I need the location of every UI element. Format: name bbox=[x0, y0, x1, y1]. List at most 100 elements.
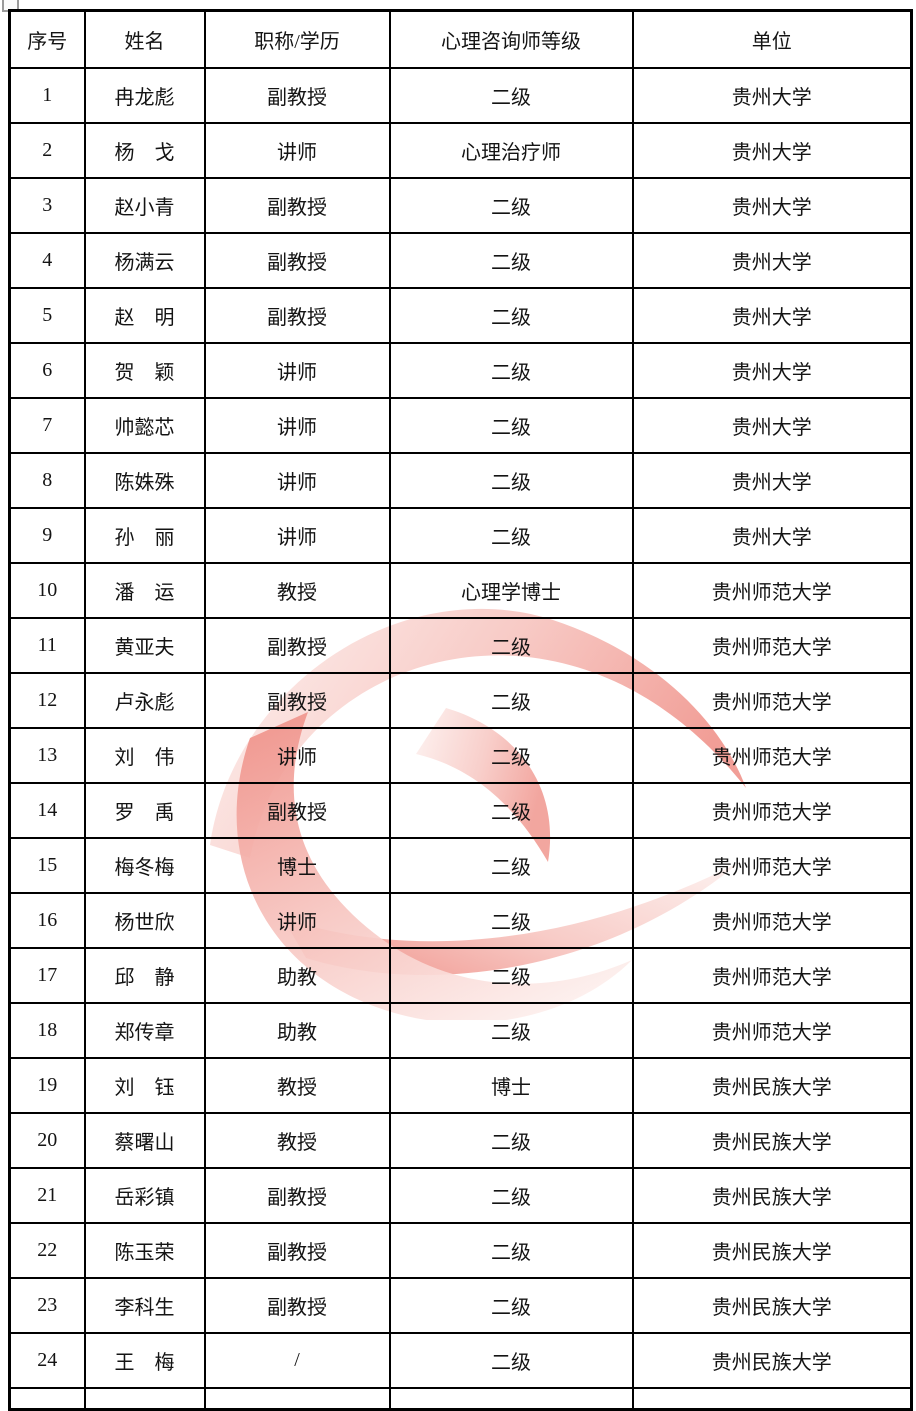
table-cell: 22 bbox=[8, 1221, 86, 1279]
column-header: 姓名 bbox=[83, 9, 206, 69]
table-cell: 陈姝殊 bbox=[83, 451, 206, 509]
table-cell: 刘 伟 bbox=[83, 726, 206, 784]
table-cell: 刘 钰 bbox=[83, 1056, 206, 1114]
table-row: 4 杨满云 副教授 二级 贵州大学 bbox=[8, 231, 913, 289]
table-cell: 讲师 bbox=[203, 451, 391, 509]
table-cell: 陈玉荣 bbox=[83, 1221, 206, 1279]
table-cell: 11 bbox=[8, 616, 86, 674]
table-row: 23 李科生 副教授 二级 贵州民族大学 bbox=[8, 1276, 913, 1334]
table-cell: 贵州师范大学 bbox=[631, 726, 913, 784]
table-cell: 郑传章 bbox=[83, 1001, 206, 1059]
table-cell: 副教授 bbox=[203, 616, 391, 674]
table-cell: 贵州大学 bbox=[631, 396, 913, 454]
table-cell: 19 bbox=[8, 1056, 86, 1114]
table-cell: 贵州民族大学 bbox=[631, 1056, 913, 1114]
table-row: 20 蔡曙山 教授 二级 贵州民族大学 bbox=[8, 1111, 913, 1169]
table-cell: 教授 bbox=[203, 1056, 391, 1114]
table-cell: 讲师 bbox=[203, 341, 391, 399]
table-row: 19 刘 钰教授 博士 贵州民族大学 bbox=[8, 1056, 913, 1114]
table-cell: 杨满云 bbox=[83, 231, 206, 289]
table-cell: 18 bbox=[8, 1001, 86, 1059]
table-row: 14 罗 禹副教授 二级 贵州师范大学 bbox=[8, 781, 913, 839]
table-cell: 二级 bbox=[388, 396, 634, 454]
roster-table: 序号 姓名 职称/学历 心理咨询师等级 单位 1 冉龙彪 副教授 二级 贵州大学 2 杨 戈讲师 心理… bbox=[8, 9, 913, 1411]
table-cell: 二级 bbox=[388, 1221, 634, 1279]
table-cell bbox=[631, 1386, 913, 1411]
column-header: 序号 bbox=[8, 9, 86, 69]
table-cell: / bbox=[203, 1331, 391, 1389]
table-row: 21 岳彩镇 副教授 二级 贵州民族大学 bbox=[8, 1166, 913, 1224]
table-cell: 贵州师范大学 bbox=[631, 616, 913, 674]
table-cell: 孙 丽 bbox=[83, 506, 206, 564]
table-cell: 二级 bbox=[388, 286, 634, 344]
table-cell: 讲师 bbox=[203, 891, 391, 949]
table-cell: 10 bbox=[8, 561, 86, 619]
table-cell: 贵州大学 bbox=[631, 451, 913, 509]
table-cell: 副教授 bbox=[203, 671, 391, 729]
table-cell: 贵州师范大学 bbox=[631, 671, 913, 729]
table-cell: 杨世欣 bbox=[83, 891, 206, 949]
table-cell: 14 bbox=[8, 781, 86, 839]
table-cell: 20 bbox=[8, 1111, 86, 1169]
table-row: 22 陈玉荣 副教授 二级 贵州民族大学 bbox=[8, 1221, 913, 1279]
table-cell: 黄亚夫 bbox=[83, 616, 206, 674]
table-cell: 讲师 bbox=[203, 726, 391, 784]
table-row: 24 王 梅 / 二级 贵州民族大学 bbox=[8, 1331, 913, 1389]
table-cell bbox=[203, 1386, 391, 1411]
table-cell: 副教授 bbox=[203, 286, 391, 344]
table-cell: 心理治疗师 bbox=[388, 121, 634, 179]
table-cell: 二级 bbox=[388, 1331, 634, 1389]
table-cell: 6 bbox=[8, 341, 86, 399]
table-cell bbox=[388, 1386, 634, 1411]
table-cell: 13 bbox=[8, 726, 86, 784]
header-row: 序号 姓名 职称/学历 心理咨询师等级 单位 bbox=[8, 9, 913, 69]
table-row: 1 冉龙彪 副教授 二级 贵州大学 bbox=[8, 66, 913, 124]
table-cell: 二级 bbox=[388, 66, 634, 124]
table-cell: 贵州大学 bbox=[631, 506, 913, 564]
table-cell: 二级 bbox=[388, 1276, 634, 1334]
table-row: 11 黄亚夫 副教授 二级 贵州师范大学 bbox=[8, 616, 913, 674]
table-cell: 二级 bbox=[388, 451, 634, 509]
table-cell: 贵州民族大学 bbox=[631, 1166, 913, 1224]
table-cell: 李科生 bbox=[83, 1276, 206, 1334]
table-cell: 二级 bbox=[388, 176, 634, 234]
table-cell: 1 bbox=[8, 66, 86, 124]
table-row: 17 邱 静助教 二级 贵州师范大学 bbox=[8, 946, 913, 1004]
table-row: 8 陈姝殊 讲师 二级 贵州大学 bbox=[8, 451, 913, 509]
table-row: 15 梅冬梅 博士 二级 贵州师范大学 bbox=[8, 836, 913, 894]
table-cell bbox=[83, 1386, 206, 1411]
table-cell: 4 bbox=[8, 231, 86, 289]
table-cell: 二级 bbox=[388, 891, 634, 949]
table-cell: 副教授 bbox=[203, 1166, 391, 1224]
table-cell: 岳彩镇 bbox=[83, 1166, 206, 1224]
table-cell: 贵州民族大学 bbox=[631, 1331, 913, 1389]
table-cell: 贵州大学 bbox=[631, 121, 913, 179]
table-cell: 二级 bbox=[388, 781, 634, 839]
table-row: 16 杨世欣 讲师 二级 贵州师范大学 bbox=[8, 891, 913, 949]
table-cell: 副教授 bbox=[203, 781, 391, 839]
table-cell: 贵州师范大学 bbox=[631, 781, 913, 839]
table-cell: 帅懿芯 bbox=[83, 396, 206, 454]
table-cell: 副教授 bbox=[203, 231, 391, 289]
table-cell bbox=[8, 1386, 86, 1411]
table-cell: 贵州师范大学 bbox=[631, 836, 913, 894]
table-cell: 赵 明 bbox=[83, 286, 206, 344]
table-row: 3 赵小青 副教授 二级 贵州大学 bbox=[8, 176, 913, 234]
table-cell: 博士 bbox=[388, 1056, 634, 1114]
table-cell: 3 bbox=[8, 176, 86, 234]
table-cell: 12 bbox=[8, 671, 86, 729]
table-cell: 讲师 bbox=[203, 506, 391, 564]
table-cell: 贵州大学 bbox=[631, 231, 913, 289]
table-cell: 贵州师范大学 bbox=[631, 946, 913, 1004]
table-cell: 邱 静 bbox=[83, 946, 206, 1004]
table-cell: 博士 bbox=[203, 836, 391, 894]
table-cell: 二级 bbox=[388, 1001, 634, 1059]
table-cell: 讲师 bbox=[203, 121, 391, 179]
table-cell: 贵州民族大学 bbox=[631, 1111, 913, 1169]
table-row-partial bbox=[8, 1386, 913, 1411]
table-cell: 教授 bbox=[203, 561, 391, 619]
table-cell: 助教 bbox=[203, 946, 391, 1004]
table-cell: 二级 bbox=[388, 671, 634, 729]
